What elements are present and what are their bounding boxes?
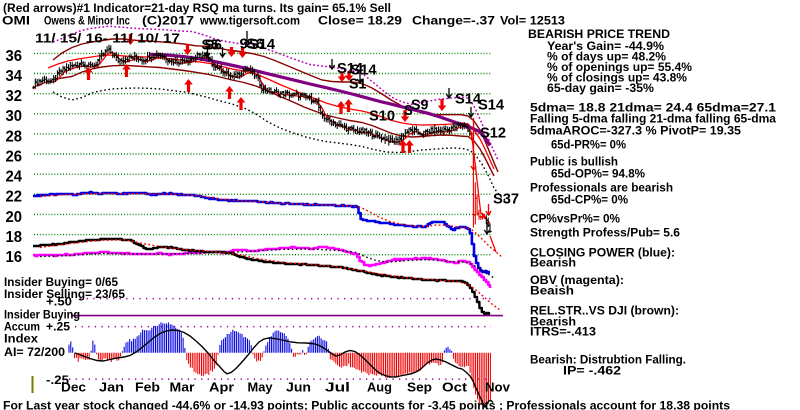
svg-text:34: 34 <box>6 68 23 85</box>
svg-text:S12: S12 <box>480 126 506 142</box>
svg-text:30: 30 <box>6 108 23 125</box>
svg-text:16: 16 <box>6 249 23 266</box>
svg-text:S14: S14 <box>249 37 275 53</box>
svg-text:S6: S6 <box>205 38 222 54</box>
svg-text:Insider Buying= 0/65: Insider Buying= 0/65 <box>4 275 118 289</box>
svg-text:S: S <box>404 103 413 119</box>
svg-text:AI= 72/200: AI= 72/200 <box>4 345 65 359</box>
svg-text:S14: S14 <box>351 63 377 79</box>
svg-text:S9: S9 <box>411 98 428 114</box>
svg-text:36: 36 <box>6 48 23 65</box>
svg-text:Oct: Oct <box>442 380 468 395</box>
svg-text:+.25: +.25 <box>46 320 70 334</box>
svg-text:S1: S1 <box>349 77 366 93</box>
svg-text:S37: S37 <box>493 192 519 208</box>
svg-text:26: 26 <box>6 148 23 165</box>
svg-text:S14: S14 <box>337 61 363 77</box>
svg-text:(Red arrows)#1 Indicator=21-da: (Red arrows)#1 Indicator=21-day RSQ ma t… <box>3 1 391 15</box>
svg-text:OBV (magenta):: OBV (magenta): <box>530 273 624 287</box>
svg-text:% of days up= 48.2%: % of days up= 48.2% <box>547 49 666 63</box>
svg-text:www.tigersoft.com: www.tigersoft.com <box>199 14 300 28</box>
svg-text:65d-PR%= 0%: 65d-PR%= 0% <box>551 137 626 151</box>
svg-text:Apr: Apr <box>209 380 234 395</box>
svg-text:Insider Selling= 23/65: Insider Selling= 23/65 <box>4 287 125 301</box>
svg-text:Jul: Jul <box>325 380 350 395</box>
svg-text:Accum: Accum <box>4 320 40 334</box>
svg-text:OMI: OMI <box>2 14 30 28</box>
svg-text:Jan: Jan <box>99 380 124 395</box>
svg-text:S6: S6 <box>247 37 264 53</box>
svg-text:22: 22 <box>6 189 23 206</box>
svg-text:Sep: Sep <box>407 380 432 395</box>
svg-text:Beaish: Beaish <box>530 284 574 298</box>
svg-text:Feb: Feb <box>135 380 160 395</box>
svg-text:% of openings up= 55.4%: % of openings up= 55.4% <box>547 60 692 74</box>
svg-text:Strength Profess/Pub= 5.6: Strength Profess/Pub= 5.6 <box>530 225 680 239</box>
svg-text:S5: S5 <box>202 38 219 54</box>
svg-text:Year's Gain= -44.9%: Year's Gain= -44.9% <box>547 39 664 53</box>
svg-text:Bearish: Distrubtion Falling.: Bearish: Distrubtion Falling. <box>530 353 686 367</box>
svg-text:CLOSING POWER (blue):: CLOSING POWER (blue): <box>530 245 675 259</box>
svg-text:Falling 5-dma falling 21-dma f: Falling 5-dma falling 21-dma falling 65-… <box>530 111 776 125</box>
svg-text:Mar: Mar <box>170 380 195 395</box>
svg-text:Index: Index <box>4 332 38 346</box>
svg-text:IP= -.462: IP= -.462 <box>563 364 621 378</box>
svg-text:Professionals are bearish: Professionals are bearish <box>530 180 673 194</box>
svg-text:5dmaAROC=-327.3 % PivotP= 19.: 5dmaAROC=-327.3 % PivotP= 19.35 <box>530 123 741 137</box>
svg-text:BEARISH PRICE TREND: BEARISH PRICE TREND <box>528 27 670 41</box>
svg-text:+.50: +.50 <box>46 295 72 309</box>
svg-text:S10: S10 <box>369 109 395 125</box>
svg-text:S14: S14 <box>478 98 504 114</box>
svg-text:65d-CP%= 0%: 65d-CP%= 0% <box>551 192 628 206</box>
svg-text:Bearish: Bearish <box>530 315 576 329</box>
svg-text:Nov: Nov <box>485 380 511 395</box>
svg-text:28: 28 <box>6 128 23 145</box>
svg-text:(C)2017: (C)2017 <box>142 14 194 28</box>
svg-text:Change=-.37: Change=-.37 <box>412 14 495 28</box>
svg-text:Close= 18.29: Close= 18.29 <box>318 14 402 28</box>
svg-text:CP%vsPr%= 0%: CP%vsPr%= 0% <box>530 211 620 225</box>
svg-text:Insider Buying: Insider Buying <box>4 308 80 322</box>
svg-text:Public is bullish: Public is bullish <box>530 154 618 168</box>
svg-text:65-day gain= -35%: 65-day gain= -35% <box>547 81 654 95</box>
svg-text:Bearish: Bearish <box>530 255 576 269</box>
svg-text:32: 32 <box>6 88 23 105</box>
svg-text:Dec: Dec <box>61 380 86 395</box>
svg-text:% of closings up= 43.8%: % of closings up= 43.8% <box>547 70 687 84</box>
svg-text:11/ 15/ 16- 11/ 10/ 17: 11/ 15/ 16- 11/ 10/ 17 <box>35 31 180 46</box>
svg-text:20: 20 <box>6 209 23 226</box>
svg-text:-.25: -.25 <box>46 373 69 387</box>
svg-text:24: 24 <box>6 169 23 186</box>
svg-text:65d-OP%= 94.8%: 65d-OP%= 94.8% <box>551 166 645 180</box>
svg-text:For Last year stock changed -4: For Last year stock changed -44.6% or -1… <box>3 399 730 410</box>
svg-text:9: 9 <box>240 37 249 53</box>
svg-text:18: 18 <box>6 229 23 246</box>
svg-text:5dma= 18.8 21dma= 24.4 65dma=2: 5dma= 18.8 21dma= 24.4 65dma=27.1 <box>530 100 776 114</box>
svg-text:ITRS=-.413: ITRS=-.413 <box>530 325 596 339</box>
svg-text:Jun: Jun <box>286 380 311 395</box>
svg-text:Owens & Minor Inc: Owens & Minor Inc <box>44 14 130 28</box>
svg-text:Aug: Aug <box>367 380 392 395</box>
svg-text:May: May <box>248 380 274 395</box>
svg-text:Vol= 12513: Vol= 12513 <box>500 14 565 28</box>
svg-text:S14: S14 <box>455 92 481 108</box>
svg-text:REL.STR..VS DJI (brown):: REL.STR..VS DJI (brown): <box>530 304 679 318</box>
